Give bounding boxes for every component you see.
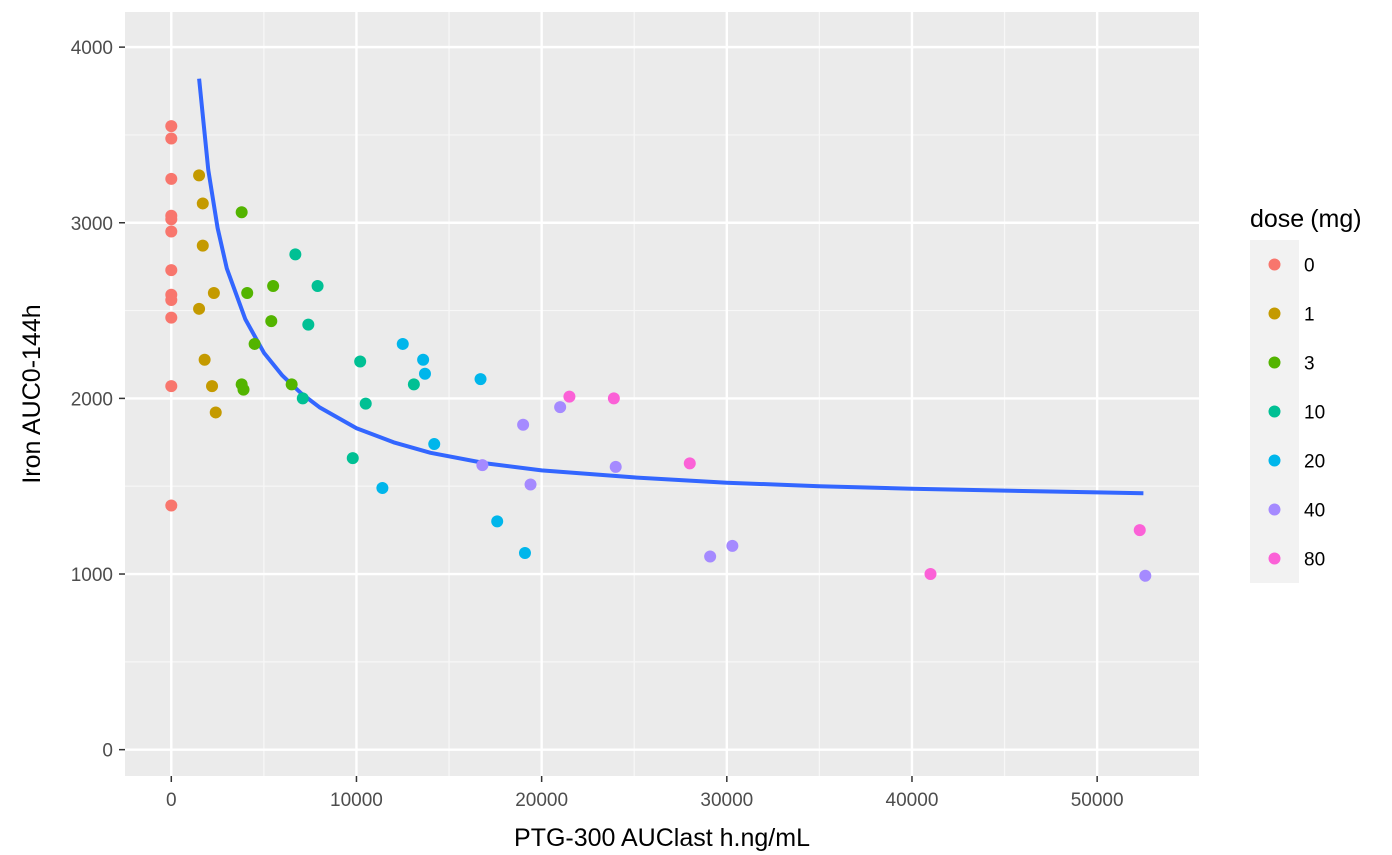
data-point-dose-40 (476, 459, 489, 472)
data-point-dose-20 (518, 546, 531, 559)
data-point-dose-0 (165, 213, 178, 226)
data-point-dose-20 (418, 367, 431, 380)
legend-label-80: 80 (1304, 550, 1325, 571)
data-point-dose-40 (1139, 569, 1152, 582)
data-point-dose-10 (296, 392, 309, 405)
x-axis-ticks: 0 10000 20000 30000 40000 50000 (166, 776, 1124, 811)
data-point-dose-10 (346, 452, 359, 465)
legend-title: dose (mg) (1250, 205, 1362, 233)
data-point-dose-10 (302, 318, 315, 331)
legend-key-dot-0 (1268, 258, 1281, 271)
legend-key-dot-20 (1268, 454, 1281, 467)
data-point-dose-0 (165, 380, 178, 393)
data-point-dose-40 (609, 460, 622, 473)
x-axis-title: PTG-300 AUClast h.ng/mL (514, 824, 810, 852)
data-point-dose-3 (248, 337, 261, 350)
data-point-dose-1 (196, 197, 209, 210)
data-point-dose-0 (165, 225, 178, 238)
legend-label-40: 40 (1304, 501, 1325, 522)
legend-items: 0 1 3 10 20 40 80 (1250, 240, 1325, 583)
data-point-dose-3 (235, 206, 248, 219)
data-point-dose-20 (376, 481, 389, 494)
data-point-dose-40 (704, 550, 717, 563)
data-point-dose-10 (311, 279, 324, 292)
x-tick-label: 40000 (886, 790, 939, 811)
data-point-dose-0 (165, 172, 178, 185)
x-tick-label: 30000 (700, 790, 753, 811)
major-gridlines (125, 12, 1199, 776)
legend-label-0: 0 (1304, 256, 1315, 277)
legend-label-10: 10 (1304, 403, 1325, 424)
data-point-dose-0 (165, 120, 178, 133)
legend-label-3: 3 (1304, 354, 1315, 375)
y-tick-label: 4000 (71, 38, 113, 59)
legend-label-20: 20 (1304, 452, 1325, 473)
x-tick-label: 0 (166, 790, 177, 811)
data-points (165, 120, 1152, 582)
data-point-dose-40 (554, 401, 567, 414)
data-point-dose-20 (491, 515, 504, 528)
data-point-dose-0 (165, 499, 178, 512)
data-point-dose-1 (209, 406, 222, 419)
data-point-dose-80 (607, 392, 620, 405)
data-point-dose-10 (407, 378, 420, 391)
data-point-dose-10 (354, 355, 367, 368)
legend-title-text: dose (1250, 205, 1304, 233)
data-point-dose-3 (285, 378, 298, 391)
x-tick-label: 50000 (1071, 790, 1124, 811)
data-point-dose-0 (165, 311, 178, 324)
data-point-dose-1 (206, 380, 219, 393)
data-point-dose-10 (289, 248, 302, 261)
data-point-dose-80 (1133, 524, 1146, 537)
y-tick-label: 3000 (71, 214, 113, 235)
data-point-dose-3 (267, 279, 280, 292)
legend-title-unit: (mg) (1310, 205, 1361, 233)
legend-key-dot-1 (1268, 307, 1281, 320)
y-tick-label: 1000 (71, 565, 113, 586)
minor-gridlines (125, 12, 1199, 776)
data-point-dose-0 (165, 294, 178, 307)
y-axis-ticks: 0 1000 2000 3000 4000 (71, 38, 125, 762)
data-point-dose-3 (241, 287, 254, 300)
data-point-dose-0 (165, 264, 178, 277)
y-tick-label: 0 (102, 741, 113, 762)
data-point-dose-20 (474, 373, 487, 386)
data-point-dose-20 (396, 337, 409, 350)
y-axis-title: Iron AUC0-144h (18, 304, 46, 483)
x-tick-label: 10000 (330, 790, 383, 811)
fitted-curve (197, 78, 1144, 496)
legend: dose (mg) 0 1 3 10 20 40 80 (1250, 205, 1362, 583)
fit-line (197, 78, 1144, 496)
legend-label-1: 1 (1304, 305, 1315, 326)
y-tick-label: 2000 (71, 389, 113, 410)
legend-key-dot-10 (1268, 405, 1281, 418)
data-point-dose-1 (193, 169, 206, 182)
data-point-dose-10 (359, 397, 372, 410)
legend-key-dot-40 (1268, 503, 1281, 516)
data-point-dose-40 (726, 539, 739, 552)
legend-key-dot-3 (1268, 356, 1281, 369)
data-point-dose-40 (517, 418, 530, 431)
data-point-dose-80 (924, 568, 937, 581)
data-point-dose-80 (563, 390, 576, 403)
legend-key-dot-80 (1268, 552, 1281, 565)
data-point-dose-40 (524, 478, 537, 491)
data-point-dose-1 (193, 302, 206, 315)
data-point-dose-1 (198, 353, 211, 366)
data-point-dose-1 (196, 239, 209, 252)
data-point-dose-3 (265, 315, 278, 328)
data-point-dose-0 (165, 132, 178, 145)
data-point-dose-3 (237, 383, 250, 396)
data-point-dose-20 (428, 438, 441, 451)
data-point-dose-1 (207, 287, 220, 300)
data-point-dose-20 (417, 353, 430, 366)
data-point-dose-80 (683, 457, 696, 470)
x-tick-label: 20000 (515, 790, 568, 811)
